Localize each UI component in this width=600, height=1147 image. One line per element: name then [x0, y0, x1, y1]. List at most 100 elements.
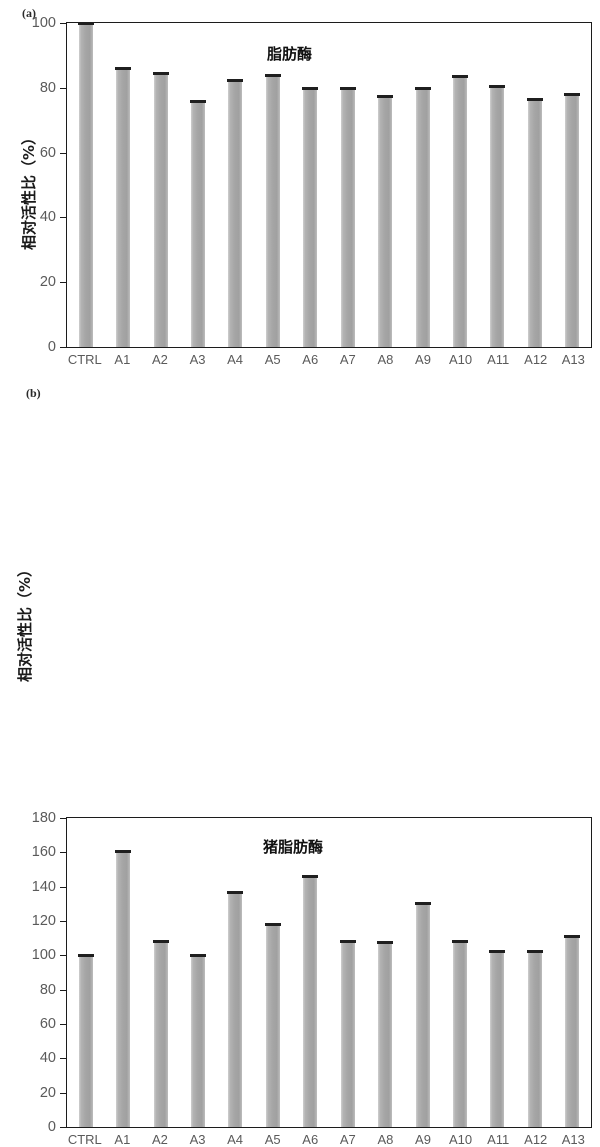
y-axis-tick	[60, 23, 67, 24]
error-bar-cap	[227, 78, 244, 82]
bar-a11	[489, 950, 506, 1127]
panel-b-x-axis-labels: CTRL A1 A2 A3 A4 A5 A6 A7 A8 A9 A10 A11 A12 A13	[66, 1132, 592, 1147]
y-axis-tick-label: 120	[31, 913, 56, 929]
error-bar-cap	[189, 99, 206, 103]
panel-a-plot-area: 脂肪酶 0 20 40 60 80 100	[32, 15, 592, 355]
bar-slot	[516, 818, 553, 1127]
error-bar-cap	[264, 923, 281, 927]
x-axis-label-a2: A2	[151, 352, 168, 367]
bar-a12	[526, 950, 543, 1127]
y-axis-tick-label: 40	[39, 209, 56, 226]
x-axis-label-a8: A8	[377, 352, 394, 367]
y-axis-tick	[60, 852, 67, 854]
panel-b-tag: (b)	[26, 386, 41, 400]
y-axis-tick-label: 0	[47, 339, 56, 355]
x-axis-label-a11: A11	[487, 1132, 510, 1147]
y-axis-tick	[60, 955, 67, 957]
y-axis-tick-label: 80	[39, 981, 56, 998]
bar-slot	[254, 23, 291, 347]
y-axis-tick	[60, 87, 67, 89]
error-bar-cap	[339, 86, 356, 90]
panel-a: (a) 相对活性比（%） 脂肪酶 0 20 40 60 80 100 CTRL A1 A2 A3…	[0, 0, 600, 395]
bar-slot	[254, 818, 291, 1127]
bar-slot	[366, 23, 403, 347]
bar-slot	[217, 23, 254, 347]
error-bar-cap	[564, 93, 581, 97]
y-axis-tick-label: 20	[39, 274, 56, 291]
bar-a5	[264, 73, 281, 347]
x-axis-label-a10: A10	[449, 1132, 473, 1147]
error-bar-cap	[115, 849, 132, 853]
error-bar-cap	[414, 86, 431, 90]
error-bar-cap	[77, 22, 94, 25]
bar-slot	[292, 23, 329, 347]
bar-a7	[339, 939, 356, 1127]
y-axis-tick	[60, 886, 67, 888]
x-axis-label-a10: A10	[449, 352, 473, 367]
y-axis-tick-label: 100	[31, 947, 56, 964]
y-axis-tick-label: 160	[31, 844, 56, 861]
panel-a-y-axis-title: 相对活性比（%）	[20, 129, 38, 250]
bar-a1	[115, 849, 132, 1127]
y-axis-tick-label: 20	[39, 1084, 56, 1101]
y-axis-tick	[60, 1127, 67, 1128]
y-axis-tick-label: 0	[47, 1119, 56, 1135]
error-bar-cap	[115, 67, 132, 71]
x-axis-label-a4: A4	[227, 352, 244, 367]
bar-a2	[152, 939, 169, 1127]
bar-slot	[479, 23, 516, 347]
error-bar-cap	[451, 939, 468, 943]
bar-a3	[189, 99, 206, 347]
x-axis-label-a6: A6	[302, 352, 319, 367]
x-axis-label-a12: A12	[524, 1132, 548, 1147]
error-bar-cap	[227, 890, 244, 894]
x-axis-label-a13: A13	[561, 1132, 585, 1147]
x-axis-label-a3: A3	[189, 352, 206, 367]
bar-a7	[339, 86, 356, 347]
error-bar-cap	[564, 935, 581, 939]
x-axis-label-ctrl: CTRL	[67, 352, 102, 367]
bar-slot	[516, 23, 553, 347]
y-axis-tick	[60, 818, 67, 819]
error-bar-cap	[302, 86, 319, 90]
y-axis-tick	[60, 347, 67, 348]
error-bar-cap	[526, 950, 543, 954]
error-bar-cap	[339, 939, 356, 943]
error-bar-cap	[302, 875, 319, 879]
bar-a4	[227, 890, 244, 1127]
bar-slot	[179, 23, 216, 347]
panel-a-chart-title: 脂肪酶	[267, 45, 313, 63]
x-axis-label-a4: A4	[227, 1132, 244, 1147]
x-axis-label-a7: A7	[339, 352, 356, 367]
bar-a4	[227, 78, 244, 347]
y-axis-tick	[60, 921, 67, 922]
y-axis-tick	[60, 989, 67, 991]
bar-slot	[67, 22, 104, 347]
bar-slot	[142, 818, 179, 1127]
bar-a9	[414, 86, 431, 347]
bar-slot	[104, 23, 141, 347]
bar-slot	[179, 818, 216, 1127]
x-axis-label-a6: A6	[302, 1132, 319, 1147]
bar-a1	[115, 67, 132, 347]
bar-slot	[553, 23, 590, 347]
y-axis-tick	[60, 282, 67, 284]
x-axis-label-a7: A7	[339, 1132, 356, 1147]
bar-slot	[366, 818, 403, 1127]
error-bar-cap	[414, 901, 431, 905]
bar-a11	[489, 85, 506, 347]
panel-b-bar-group	[67, 818, 591, 1127]
bar-a13	[564, 935, 581, 1127]
panel-a-tag: (a)	[22, 6, 36, 20]
y-axis-tick-label: 60	[39, 1016, 56, 1032]
y-axis-tick	[60, 152, 67, 154]
bar-a3	[189, 954, 206, 1127]
bar-a5	[264, 923, 281, 1127]
y-axis-tick-label: 60	[39, 144, 56, 161]
error-bar-cap	[489, 85, 506, 89]
x-axis-label-ctrl: CTRL	[67, 1132, 102, 1147]
bar-slot	[292, 818, 329, 1127]
y-axis-tick	[60, 217, 67, 219]
y-axis-tick	[60, 1024, 67, 1025]
